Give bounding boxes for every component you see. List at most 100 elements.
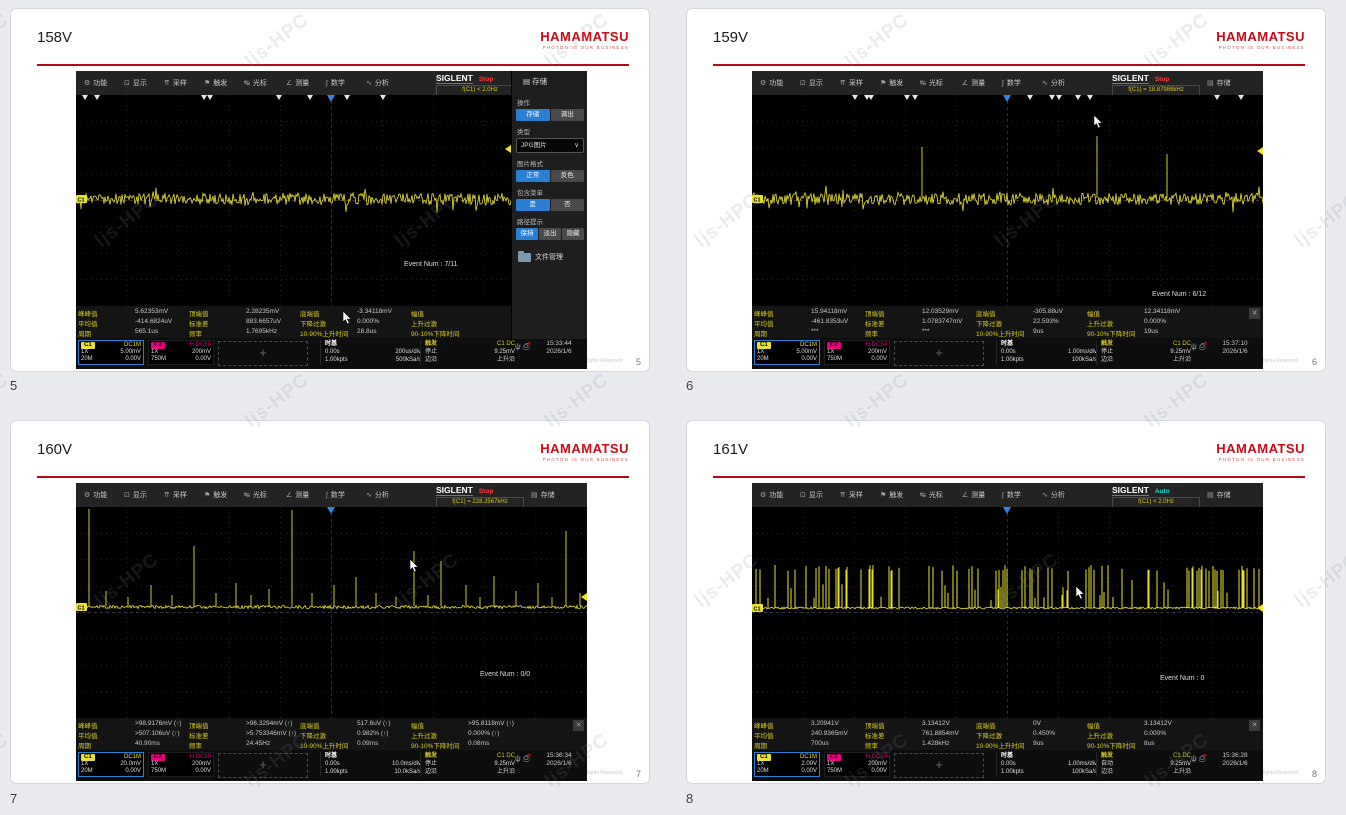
menu-item-flag[interactable]: ⚑ 触发 [204,483,227,507]
menu-item-gear[interactable]: ⚙ 功能 [760,71,783,95]
siglent-logo: SIGLENT [1112,485,1149,496]
measurement-label: 上升过激 [1087,321,1113,328]
measurement-bar: 峰峰值 15.94118mV 顶端值 12.03529mV 底端值 -305.88uV 幅值… [752,306,1263,338]
panel-option-button[interactable]: 保持 [516,228,538,240]
timebase-box[interactable]: 时基 0.00s 10.0ms/div 1.00kpts 10.0kSa/s [320,752,421,777]
menu-item-math[interactable]: ∫ 数学 [326,71,345,95]
graticule: C1 [76,95,587,306]
channel1-box[interactable]: C1 DC1M 1X 5.00mV 20M 0.00V [754,340,820,365]
panel-option-button[interactable]: 否 [550,199,584,211]
channel1-offset: 0.00V [125,768,141,775]
menu-item-display[interactable]: ⊡ 显示 [800,71,823,95]
menu-item-label: 光标 [928,80,943,87]
measurement-label: 顶端值 [865,311,885,318]
measure-icon: ∠ [962,492,969,499]
status-bar: C1 DC1M 1X 5.00mV 20M 0.00V C2 H DC50 1X 200mV 750… [76,338,587,369]
menu-item-measure[interactable]: ∠ 测量 [286,71,309,95]
measurement-label: 幅值 [411,311,424,318]
channel2-box[interactable]: C2 H DC50 1X 200mV 750M 0.00V [824,752,890,777]
menu-item-sample[interactable]: ⇈ 采样 [164,71,187,95]
menu-item-cursor[interactable]: ↹ 光标 [244,483,267,507]
menu-item-cursor[interactable]: ↹ 光标 [920,71,943,95]
printer-icon[interactable]: ⎙ ✕ [523,341,532,351]
measurement-value: 883.6657uV [246,318,282,325]
rights-text: All Rights Reserved. [1253,358,1299,364]
menu-item-analyze[interactable]: ∿ 分析 [366,71,389,95]
printer-icon[interactable]: ⎙ ✕ [1199,341,1208,351]
panel-option-button[interactable]: 存储 [516,109,550,121]
file-manager-button[interactable]: 文件管理 [518,250,584,262]
measure-icon: ∠ [286,80,293,87]
printer-icon[interactable]: ⎙ ✕ [523,753,532,763]
printer-icon[interactable]: ⎙ ✕ [1199,753,1208,763]
channel1-box[interactable]: C1 DC1M 1X 20.0mV 20M 0.00V [78,752,144,777]
menu-item-flag[interactable]: ⚑ 触发 [880,483,903,507]
menu-item-math[interactable]: ∫ 数学 [1002,483,1021,507]
add-trace-box[interactable]: + [894,753,984,778]
add-trace-box[interactable]: + [218,341,308,366]
mouse-cursor [1075,585,1085,605]
menu-item-math[interactable]: ∫ 数学 [326,483,345,507]
measurement-label: 频率 [865,331,878,338]
trigger-box[interactable]: 触发 C1 DC 自动 9.25mV 边沿 上升沿 [1096,752,1191,777]
timebase-box[interactable]: 时基 0.00s 1.00ms/div 1.00kpts 100kSa/s [996,340,1097,365]
timebase-box[interactable]: 时基 0.00s 1.00ms/div 1.00kpts 100kSa/s [996,752,1097,777]
chevron-down-icon: ∨ [574,142,579,149]
trigger-box[interactable]: 触发 C1 DC 停止 9.25mV 边沿 上升沿 [1096,340,1191,365]
panel-option-button[interactable]: 调出 [550,109,584,121]
menu-item-flag[interactable]: ⚑ 触发 [204,71,227,95]
panel-option-button[interactable]: 是 [516,199,550,211]
hamamatsu-logo-text: HAMAMATSU [540,441,629,456]
trigger-delay-marker [1003,507,1011,514]
menu-item-measure[interactable]: ∠ 测量 [962,71,985,95]
channel2-probe: 1X [827,761,835,768]
menu-item-cursor[interactable]: ↹ 光标 [244,71,267,95]
add-trace-box[interactable]: + [894,341,984,366]
file-type-dropdown[interactable]: JPG图片 ∨ [516,138,584,153]
channel2-box[interactable]: C2 H DC50 1X 200mV 750M 0.00V [148,340,214,365]
menu-item-math[interactable]: ∫ 数学 [1002,71,1021,95]
panel-option-button[interactable]: 淡出 [539,228,561,240]
measurement-value: 761.8854mV [922,730,959,737]
menu-item-gear[interactable]: ⚙ 功能 [84,483,107,507]
menu-item-label: 触发 [213,492,228,499]
save-menu-item[interactable]: ▤ 存储 [1207,483,1231,507]
save-menu-item[interactable]: ▤ 存储 [531,483,555,507]
menu-item-display[interactable]: ⊡ 显示 [800,483,823,507]
close-icon[interactable]: ✕ [1249,308,1260,319]
channel2-box[interactable]: C2 H DC50 1X 200mV 750M 0.00V [148,752,214,777]
channel1-bandwidth: 20M [81,768,93,775]
menu-item-measure[interactable]: ∠ 测量 [962,483,985,507]
menu-item-gear[interactable]: ⚙ 功能 [760,483,783,507]
menu-item-display[interactable]: ⊡ 显示 [124,71,147,95]
menu-item-flag[interactable]: ⚑ 触发 [880,71,903,95]
channel1-box[interactable]: C1 DC1M 1X 5.00mV 20M 0.00V [78,340,144,365]
menu-item-sample[interactable]: ⇈ 采样 [840,71,863,95]
menu-item-sample[interactable]: ⇈ 采样 [164,483,187,507]
channel1-marker [76,195,87,203]
menu-item-analyze[interactable]: ∿ 分析 [366,483,389,507]
menu-item-gear[interactable]: ⚙ 功能 [84,71,107,95]
trigger-level-marker [1257,604,1263,612]
menu-item-cursor[interactable]: ↹ 光标 [920,483,943,507]
add-trace-box[interactable]: + [218,753,308,778]
menu-item-sample[interactable]: ⇈ 采样 [840,483,863,507]
measurement-label: 峰峰值 [78,723,98,730]
math-icon: ∫ [326,491,328,499]
timebase-box[interactable]: 时基 0.00s 200us/div 1.00kpts 500kSa/s [320,340,421,365]
menu-item-analyze[interactable]: ∿ 分析 [1042,483,1065,507]
panel-option-button[interactable]: 正常 [516,170,550,182]
menu-item-display[interactable]: ⊡ 显示 [124,483,147,507]
close-icon[interactable]: ✕ [573,720,584,731]
menu-item-measure[interactable]: ∠ 测量 [286,483,309,507]
save-menu-item[interactable]: ▤ 存储 [1207,71,1231,95]
trigger-box[interactable]: 触发 C1 DC 停止 9.25mV 边沿 上升沿 [420,752,515,777]
storage-panel: ▤ 存储 操作 存储 调出 类型 JPG图片 ∨ 图片格式 正常 反色 包含菜单是否路径提示 保持 淡出… [511,71,587,339]
channel2-box[interactable]: C2 H DC50 1X 200mV 750M 0.00V [824,340,890,365]
channel1-box[interactable]: C1 DC1M 1X 2.00V 20M 0.00V [754,752,820,777]
panel-option-button[interactable]: 反色 [550,170,584,182]
close-icon[interactable]: ✕ [1249,720,1260,731]
menu-item-analyze[interactable]: ∿ 分析 [1042,71,1065,95]
panel-option-button[interactable]: 隐藏 [562,228,584,240]
trigger-box[interactable]: 触发 C1 DC 停止 9.25mV 边沿 上升沿 [420,340,515,365]
